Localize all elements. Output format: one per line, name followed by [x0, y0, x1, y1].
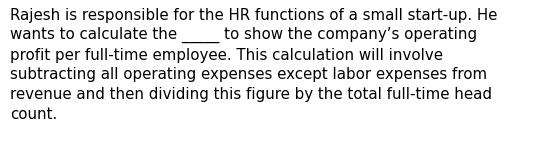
Text: Rajesh is responsible for the HR functions of a small start-up. He
wants to calc: Rajesh is responsible for the HR functio… — [10, 8, 497, 122]
